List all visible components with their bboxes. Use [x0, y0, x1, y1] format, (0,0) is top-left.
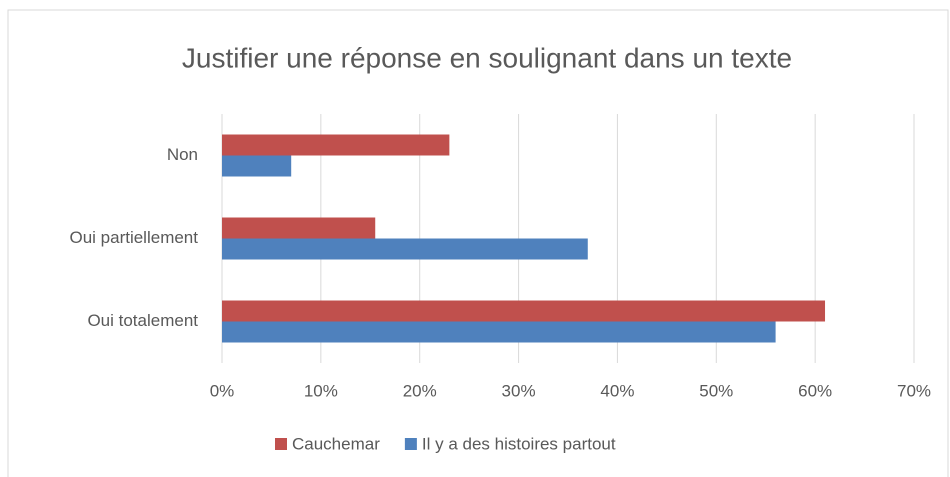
bar — [222, 155, 292, 177]
bar — [222, 300, 826, 322]
x-tick-label: 40% — [600, 381, 634, 400]
bar — [222, 321, 776, 343]
legend-swatch — [404, 438, 417, 450]
legend-label: Il y a des histoires partout — [422, 434, 616, 453]
chart-title: Justifier une réponse en soulignant dans… — [182, 42, 792, 73]
x-tick-label: 70% — [897, 381, 931, 400]
x-tick-label: 60% — [798, 381, 832, 400]
x-tick-label: 20% — [403, 381, 437, 400]
legend-swatch — [275, 438, 287, 450]
bar — [222, 217, 376, 239]
legend-label: Cauchemar — [292, 434, 380, 453]
y-tick-label: Oui totalement — [87, 311, 198, 330]
x-tick-label: 50% — [699, 381, 733, 400]
y-tick-label: Non — [167, 145, 198, 164]
x-tick-label: 0% — [210, 381, 235, 400]
y-tick-label: Oui partiellement — [69, 228, 198, 247]
x-tick-label: 10% — [304, 381, 338, 400]
bar — [222, 238, 588, 260]
x-tick-label: 30% — [502, 381, 536, 400]
bar — [222, 134, 450, 156]
